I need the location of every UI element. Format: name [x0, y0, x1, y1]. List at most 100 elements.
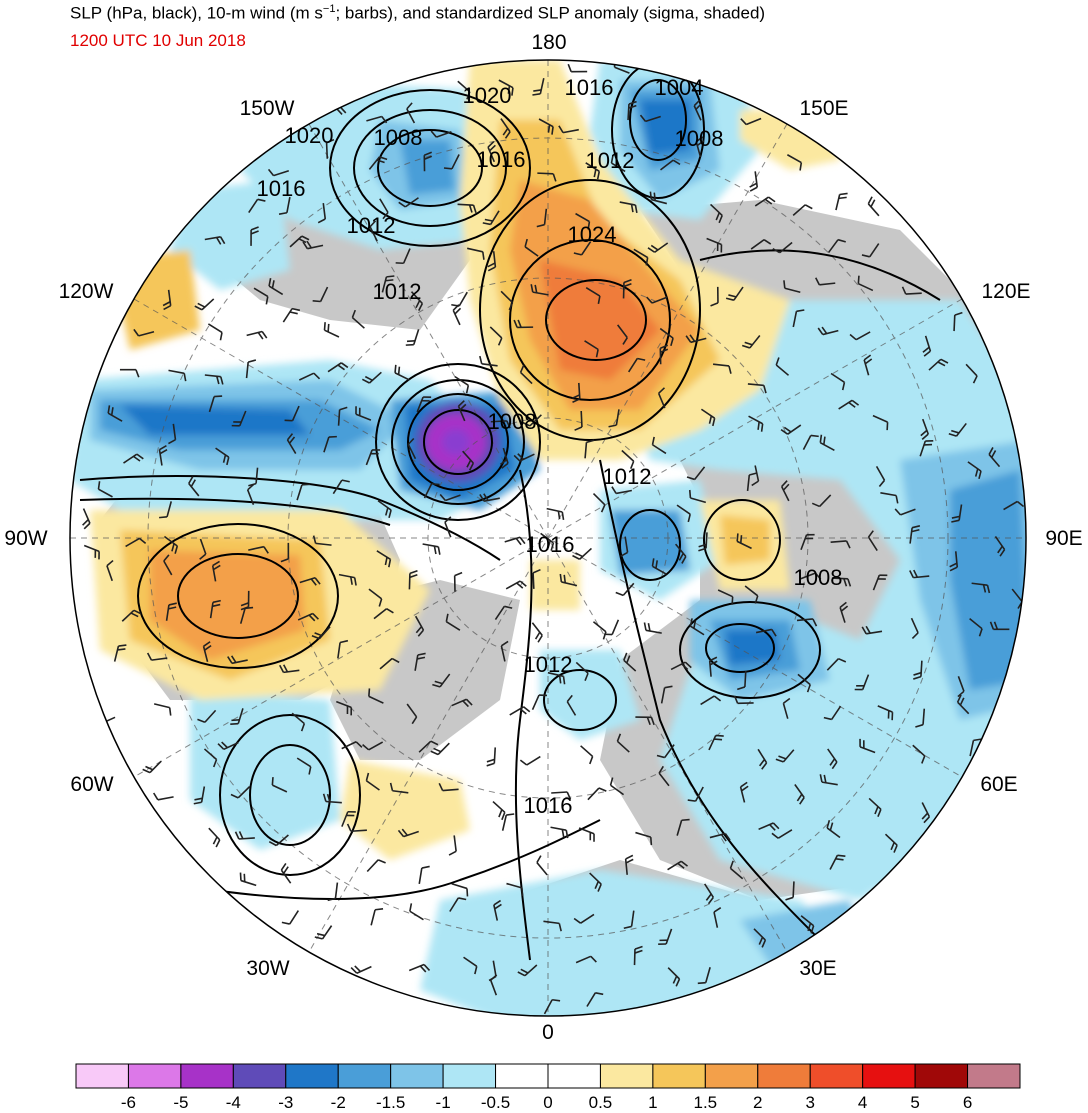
wind-barb: [351, 830, 367, 831]
colorbar-swatch: [391, 1064, 443, 1088]
wind-barb-flag: [858, 276, 859, 284]
colorbar-swatch: [548, 1064, 600, 1088]
wind-barb-flag: [741, 535, 742, 543]
lon-label-0: 0: [542, 1021, 554, 1045]
wind-barb-flag: [784, 280, 785, 288]
colorbar-swatch: [338, 1064, 390, 1088]
wind-barb: [339, 410, 340, 426]
colorbar-tick-label: -2: [331, 1093, 346, 1113]
wind-barb-flag: [837, 855, 845, 856]
wind-barb-flag: [716, 735, 724, 736]
isobar-label: 1008: [794, 565, 843, 591]
lon-label-150w: 150W: [240, 97, 295, 121]
lon-label-30w: 30W: [246, 957, 289, 981]
wind-barb-flag: [758, 422, 759, 430]
wind-barb: [921, 661, 922, 677]
wind-barb-flag: [560, 574, 561, 582]
wind-barb-flag: [650, 192, 651, 200]
wind-barb: [706, 532, 707, 548]
wind-barb-flag: [117, 649, 125, 650]
wind-barb: [579, 383, 580, 399]
colorbar-tick-label: 1.5: [694, 1093, 718, 1113]
wind-barb-flag: [432, 484, 440, 485]
wind-barb: [745, 671, 746, 687]
colorbar-tick-label: 0: [543, 1093, 552, 1113]
wind-barb-flag: [386, 276, 394, 277]
colorbar-swatch: [128, 1064, 180, 1088]
isobar-label: 1020: [463, 83, 512, 109]
wind-barb-flag: [98, 481, 99, 489]
lon-label-60e: 60E: [980, 773, 1017, 797]
lon-label-90e: 90E: [1045, 527, 1082, 551]
wind-barb-flag: [324, 322, 325, 330]
wind-barb-flag: [231, 720, 239, 721]
wind-barb-flag: [369, 688, 370, 696]
isobar-label: 1008: [488, 409, 537, 435]
wind-barb-flag: [467, 888, 468, 896]
wind-barb-flag: [552, 127, 553, 135]
isobar-label: 1004: [655, 75, 704, 101]
wind-barb-flag: [512, 88, 513, 96]
colorbar-tick-label: -0.5: [481, 1093, 510, 1113]
wind-barb-flag: [651, 837, 652, 845]
wind-barb-flag: [506, 814, 514, 815]
isobar-label: 1012: [603, 464, 652, 490]
wind-barb-flag: [688, 800, 696, 801]
wind-barb-flag: [811, 435, 819, 436]
isobar-label: 1024: [568, 222, 617, 248]
colorbar-swatch: [496, 1064, 548, 1088]
colorbar-swatch: [600, 1064, 652, 1088]
lon-label-120w: 120W: [59, 280, 114, 304]
colorbar-tick-label: 5: [910, 1093, 919, 1113]
colorbar-tick-label: -1: [436, 1093, 451, 1113]
wind-barb-flag: [95, 718, 101, 724]
wind-barb-flag: [690, 490, 691, 498]
map-title: SLP (hPa, black), 10-m wind (m s−1; barb…: [70, 3, 765, 24]
wind-barb: [906, 293, 922, 294]
colorbar-tick-label: 2: [753, 1093, 762, 1113]
wind-barb-flag: [698, 983, 706, 984]
wind-barb-flag: [395, 365, 396, 373]
colorbar-tick-label: -4: [226, 1093, 241, 1113]
wind-barb-flag: [444, 168, 452, 169]
isobar-label: 1008: [675, 126, 724, 152]
colorbar-swatch: [181, 1064, 233, 1088]
wind-barb-flag: [564, 575, 565, 583]
isobar-label: 1012: [373, 279, 422, 305]
colorbar-swatch: [810, 1064, 862, 1088]
wind-barb-flag: [272, 777, 273, 785]
colorbar-tick-label: -1.5: [376, 1093, 405, 1113]
wind-barb-flag: [522, 888, 523, 896]
colorbar-swatch: [233, 1064, 285, 1088]
colorbar-tick-label: 3: [805, 1093, 814, 1113]
colorbar-swatch: [443, 1064, 495, 1088]
isobar-label: 1016: [524, 793, 573, 819]
wind-barb-flag: [118, 645, 126, 646]
isobar-label: 1012: [586, 148, 635, 174]
wind-barb-flag: [399, 367, 400, 375]
lon-label-30e: 30E: [799, 957, 836, 981]
lon-label-60w: 60W: [70, 773, 113, 797]
wind-barb-flag: [483, 252, 484, 260]
wind-barb: [581, 411, 582, 427]
wind-barb-flag: [328, 324, 329, 332]
isobar-label: 1012: [524, 652, 573, 678]
wind-barb-flag: [552, 1000, 560, 1001]
colorbar-swatch: [863, 1064, 915, 1088]
map-datetime: 1200 UTC 10 Jun 2018: [70, 31, 246, 51]
colorbar-swatch: [286, 1064, 338, 1088]
colorbar-tick-label: -6: [121, 1093, 136, 1113]
colorbar-tick-label: -3: [278, 1093, 293, 1113]
wind-barb-flag: [836, 859, 844, 860]
colorbar-swatch: [758, 1064, 810, 1088]
lon-label-120e: 120E: [981, 280, 1030, 304]
wind-barb-flag: [654, 193, 655, 201]
wind-barb: [628, 104, 629, 120]
wind-barb: [494, 747, 495, 763]
colorbar-swatch: [76, 1064, 128, 1088]
wind-barb: [954, 315, 955, 331]
wind-barb-flag: [375, 909, 383, 910]
wind-barb: [458, 204, 474, 205]
isobar-label: 1016: [257, 176, 306, 202]
wind-barb-flag: [230, 724, 238, 725]
